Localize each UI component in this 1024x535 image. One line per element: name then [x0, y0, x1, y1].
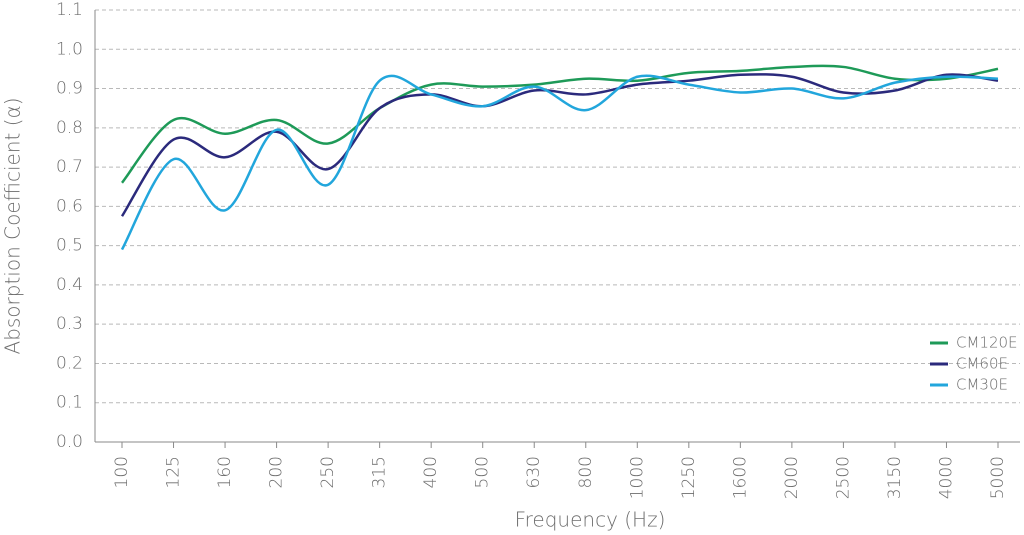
- x-tick-label: 5000: [988, 456, 1008, 499]
- y-tick-label: 0.5: [56, 236, 83, 256]
- x-axis-label: Frequency (Hz): [515, 508, 666, 532]
- x-tick-label: 100: [112, 456, 132, 488]
- x-tick-label: 630: [524, 456, 544, 488]
- x-tick-label: 4000: [936, 456, 956, 499]
- y-tick-label: 0.2: [56, 353, 83, 373]
- legend-label: CM30E: [956, 376, 1008, 394]
- y-tick-label: 0.7: [56, 157, 83, 177]
- x-tick-label: 2500: [833, 456, 853, 499]
- y-tick-label: 1.1: [56, 0, 83, 20]
- y-tick-label: 0.4: [56, 275, 83, 295]
- series-line: [120, 73, 999, 217]
- y-tick-label: 0.6: [56, 196, 83, 216]
- x-tick-label: 160: [215, 456, 235, 488]
- x-tick-label: 125: [164, 456, 184, 488]
- y-tick-label: 0.0: [56, 432, 83, 452]
- x-tick-label: 1250: [679, 456, 699, 499]
- x-tick-label: 1600: [730, 456, 750, 499]
- y-tick-label: 0.3: [56, 314, 83, 334]
- x-tick-label: 1000: [627, 456, 647, 499]
- x-tick-label: 500: [473, 456, 493, 488]
- x-tick-label: 200: [267, 456, 287, 488]
- x-tick-label: 315: [370, 456, 390, 488]
- x-tick-label: 250: [318, 456, 338, 488]
- y-tick-label: 0.8: [56, 118, 83, 138]
- series-line: [121, 64, 999, 184]
- legend-label: CM60E: [956, 355, 1008, 373]
- legend-label: CM120E: [956, 334, 1018, 352]
- x-tick-label: 3150: [885, 456, 905, 499]
- x-tick-label: 2000: [782, 456, 802, 499]
- y-tick-label: 0.9: [56, 79, 83, 99]
- x-tick-label: 400: [421, 456, 441, 488]
- y-axis-label: Absorption Coefficient (α): [1, 98, 25, 355]
- x-tick-label: 800: [576, 456, 596, 488]
- series-line: [120, 74, 999, 251]
- y-tick-label: 1.0: [56, 39, 83, 59]
- y-tick-label: 0.1: [56, 393, 83, 413]
